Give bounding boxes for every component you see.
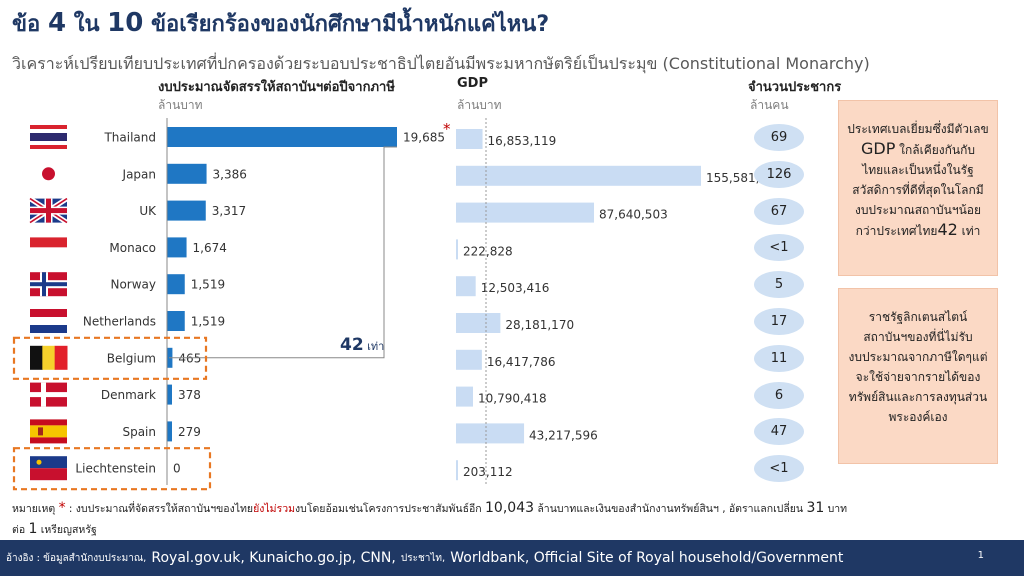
gdp-value-label: 12,503,416 <box>481 281 550 295</box>
population-value: 6 <box>754 381 804 409</box>
budget-value-label: 3,386 <box>213 167 247 181</box>
gdp-bar <box>456 349 482 370</box>
population-value: 126 <box>754 160 804 188</box>
gdp-bar <box>456 313 501 333</box>
country-label: Spain <box>122 425 156 439</box>
gdp-value-label: 87,640,503 <box>599 208 668 222</box>
country-label: Denmark <box>101 388 156 402</box>
liechtenstein-flag-icon <box>30 456 67 481</box>
footnote: หมายเหตุ * : งบประมาณที่จัดสรรให้สถาบันฯ… <box>12 500 848 537</box>
spain-flag-icon <box>30 419 67 444</box>
page-subtitle: วิเคราะห์เปรียบเทียบประเทศที่ปกครองด้วยร… <box>12 54 870 73</box>
comparison-chart: Thailand Japan UK Monaco Norway Netherlands Be… <box>12 118 782 491</box>
gdp-bar <box>456 202 595 223</box>
population-value: 5 <box>754 271 804 299</box>
population-value: 47 <box>754 418 804 446</box>
budget-bar <box>167 274 185 295</box>
budget-value-label: 1,519 <box>191 278 225 292</box>
gdp-bar <box>456 276 476 297</box>
country-label: Liechtenstein <box>75 462 156 476</box>
budget-chart: 19,6853,3863,3171,6741,5191,519465378279… <box>166 118 451 485</box>
population-value: 69 <box>754 124 804 151</box>
uk-flag-icon <box>28 196 69 225</box>
budget-value-label: 19,685 <box>403 131 445 145</box>
gdp-bar <box>456 239 458 260</box>
gdp-bar <box>456 460 458 481</box>
footnote-marker: * <box>443 120 451 138</box>
gdp-value-label: 43,217,596 <box>529 428 598 442</box>
country-label: Netherlands <box>83 315 156 329</box>
population-column-title: จำนวนประชากร <box>748 80 842 95</box>
budget-bar <box>167 421 172 442</box>
budget-bar <box>167 311 185 331</box>
country-label: Monaco <box>109 241 156 255</box>
budget-bar <box>167 163 207 184</box>
gdp-value-label: 16,853,119 <box>488 134 557 148</box>
country-label: Japan <box>122 167 156 181</box>
budget-value-label: 0 <box>173 462 181 476</box>
flags-group <box>28 125 69 481</box>
highlight-box <box>12 447 212 491</box>
country-labels: Thailand Japan UK Monaco Norway Netherlands Be… <box>75 131 157 476</box>
monaco-flag-icon <box>30 237 67 258</box>
belgium-note-box: ประเทศเบลเยี่ยมซึ่งมีตัวเลข GDP ใกล้เคีย… <box>838 100 998 276</box>
page-number: 1 <box>977 550 984 561</box>
population-value: 67 <box>754 197 804 225</box>
budget-value-label: 1,519 <box>191 315 225 329</box>
source-footer: อ้างอิง : ข้อมูลสำนักงบประมาณ, Royal.gov… <box>0 540 1024 576</box>
norway-flag-icon <box>30 272 67 297</box>
thailand-flag-icon <box>30 125 67 149</box>
gdp-value-label: 28,181,170 <box>505 318 574 332</box>
gdp-bar <box>456 423 525 444</box>
netherlands-flag-icon <box>30 309 67 333</box>
comparison-bracket <box>169 146 397 359</box>
highlight-box <box>12 336 208 380</box>
denmark-flag-icon <box>30 382 67 407</box>
highlight-boxes <box>12 336 212 491</box>
gdp-bar <box>456 129 483 149</box>
country-label: Thailand <box>103 131 156 145</box>
gdp-value-label: 222,828 <box>463 244 513 258</box>
budget-value-label: 279 <box>178 425 201 439</box>
population-value: <1 <box>754 234 804 262</box>
country-label: Belgium <box>107 351 156 365</box>
gdp-value-label: 10,790,418 <box>478 392 547 406</box>
gdp-bar <box>456 165 701 186</box>
budget-value-label: 3,317 <box>212 204 246 218</box>
budget-column-title: งบประมาณจัดสรรให้สถาบันฯต่อปีจากภาษี <box>158 80 395 95</box>
gdp-value-label: 16,417,786 <box>487 355 556 369</box>
gdp-value-label: 203,112 <box>463 465 513 479</box>
japan-flag-icon <box>30 161 67 186</box>
belgium-flag-icon <box>30 345 68 370</box>
country-label: Norway <box>110 278 156 292</box>
budget-column-unit: ล้านบาท <box>158 98 203 112</box>
gdp-chart: 16,853,119155,581,83987,640,503222,82812… <box>456 118 782 485</box>
population-value: 11 <box>754 344 804 372</box>
budget-bar <box>167 237 187 258</box>
gdp-bar <box>456 386 473 407</box>
budget-bar <box>167 384 172 405</box>
budget-bar <box>167 200 206 221</box>
budget-value-label: 378 <box>178 388 201 402</box>
country-label: UK <box>139 204 157 218</box>
comparison-label: 42 เท่า <box>340 335 384 355</box>
budget-bar <box>167 127 397 147</box>
liechtenstein-note-box: ราชรัฐลิกเตนสไตน์ สถาบันฯของที่นี่ไม่รับ… <box>838 288 998 464</box>
gdp-column-title: GDP <box>457 76 488 91</box>
population-value: 17 <box>754 308 804 335</box>
population-value: <1 <box>754 455 804 483</box>
page-title: ข้อ 4 ใน 10 ข้อเรียกร้องของนักศึกษามีน้ำ… <box>12 8 550 38</box>
population-column-unit: ล้านคน <box>750 98 789 112</box>
budget-value-label: 1,674 <box>193 241 227 255</box>
gdp-column-unit: ล้านบาท <box>457 98 502 112</box>
